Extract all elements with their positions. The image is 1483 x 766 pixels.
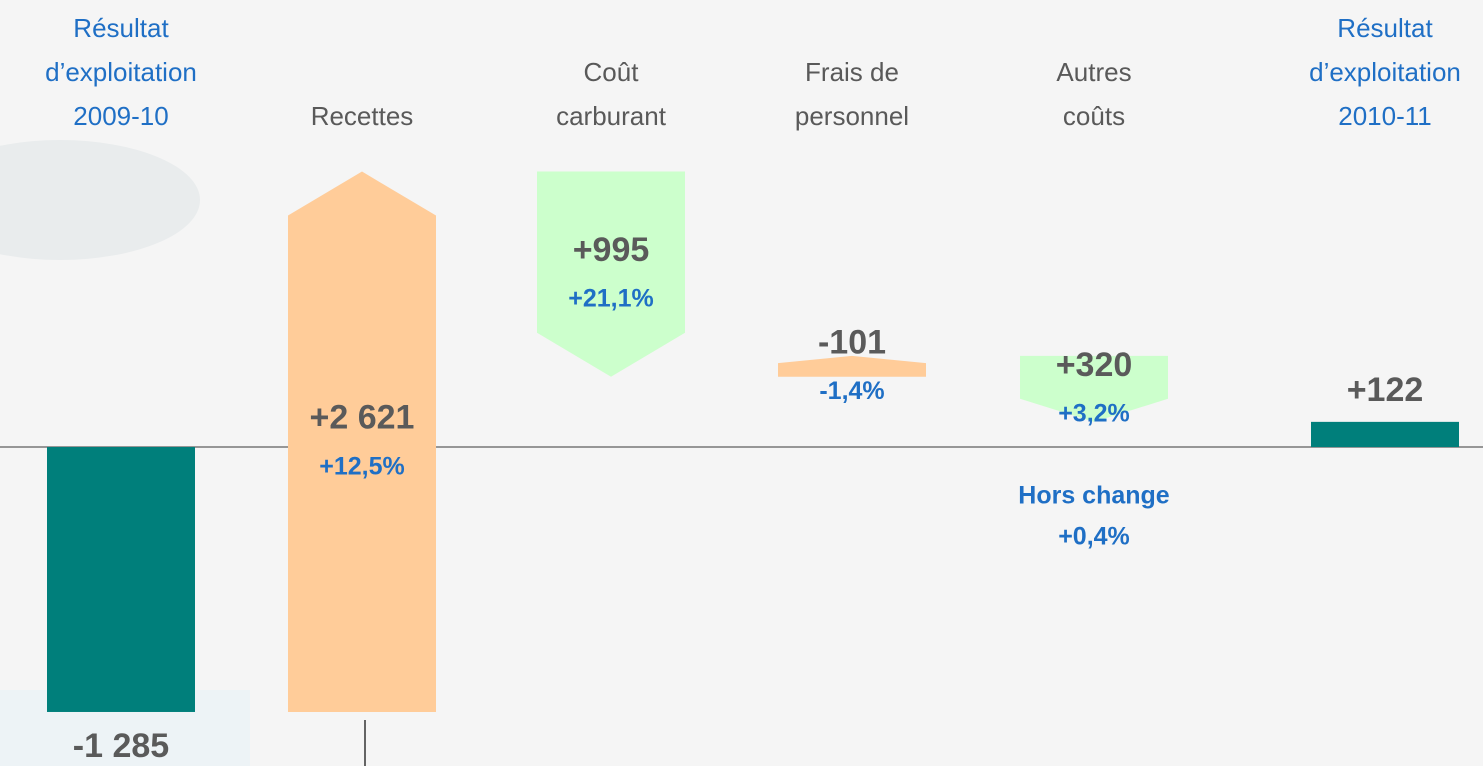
value-label: +995 [573,231,650,269]
category-label: Recettes [311,101,414,131]
arrow [537,171,685,377]
percent-label: -1,4% [819,377,884,405]
background-shape [0,140,200,260]
category-label: 2010-11 [1338,101,1432,131]
annotation: Hors change [1018,482,1170,510]
category-label: 2009-10 [73,101,168,131]
category-label: personnel [795,101,909,131]
bar [47,447,195,712]
arrow [778,355,926,377]
category-label: d’exploitation [45,57,197,87]
category-label: d’exploitation [1309,57,1461,87]
value-label: +2 621 [310,399,415,437]
arrow [288,171,436,712]
category-label: Résultat [73,13,169,43]
category-label: Frais de [805,57,899,87]
percent-label: +3,2% [1058,399,1130,427]
value-label: +320 [1056,346,1133,384]
category-label: coûts [1063,101,1125,131]
category-label: carburant [556,101,667,131]
value-label: -101 [818,323,886,361]
value-label: -1 285 [73,727,169,765]
percent-label: +12,5% [319,452,405,480]
annotation-value: +0,4% [1058,523,1130,551]
arrow [1020,355,1168,422]
category-label: Coût [584,57,640,87]
percent-label: +21,1% [568,285,654,313]
bar [1311,421,1459,448]
category-label: Résultat [1337,13,1433,43]
value-label: +122 [1347,371,1424,409]
category-label: Autres [1056,57,1131,87]
